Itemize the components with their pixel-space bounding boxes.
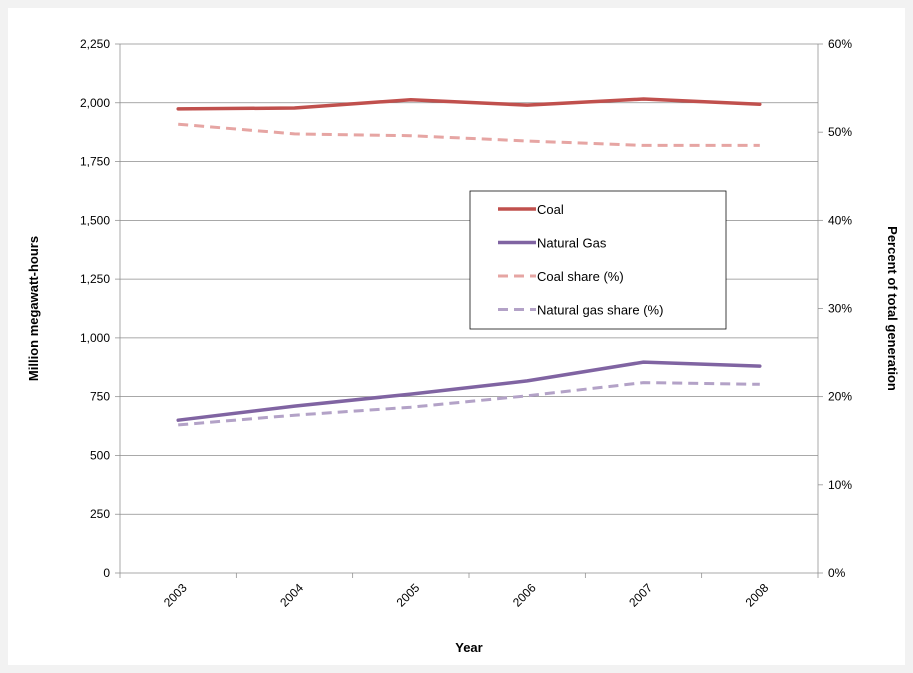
- left-tick-label: 1,500: [80, 213, 110, 227]
- left-tick-label: 0: [103, 566, 110, 580]
- legend-label: Coal share (%): [537, 269, 624, 284]
- right-tick-label: 20%: [828, 390, 852, 404]
- series-line-natural-gas: [176, 360, 762, 422]
- left-tick-label: 2,250: [80, 37, 110, 51]
- left-tick-label: 1,250: [80, 272, 110, 286]
- left-axis-ticks: 0 250 500 750 1,000 1,250 1,500 1,750 2,000 2,250: [80, 37, 120, 580]
- x-tick-label: 2004: [277, 581, 306, 610]
- right-tick-label: 40%: [828, 213, 852, 227]
- right-tick-label: 10%: [828, 478, 852, 492]
- x-tick-label: 2006: [510, 581, 539, 610]
- left-tick-label: 250: [90, 507, 110, 521]
- line-chart: 0 250 500 750 1,000 1,250 1,500 1,750 2,000 2,250…: [26, 37, 900, 655]
- left-tick-label: 1,750: [80, 155, 110, 169]
- right-tick-label: 0%: [828, 566, 846, 580]
- left-axis-title: Million megawatt-hours: [26, 236, 41, 381]
- legend-box: [469, 190, 727, 330]
- series-line-coal-share: [178, 122, 760, 147]
- series-line-coal: [176, 97, 762, 111]
- x-axis-ticks: 2003 2004 2005 2006 2007 2008: [119, 573, 819, 610]
- gridlines: [120, 43, 818, 515]
- x-tick-label: 2005: [394, 581, 423, 610]
- legend-label: Natural gas share (%): [537, 303, 663, 318]
- right-axis-title: Percent of total generation: [885, 226, 900, 391]
- left-tick-label: 750: [90, 390, 110, 404]
- right-tick-label: 50%: [828, 125, 852, 139]
- axis-titles: Year Million megawatt-hours Percent of t…: [26, 226, 900, 655]
- chart-frame: 0 250 500 750 1,000 1,250 1,500 1,750 2,000 2,250…: [8, 8, 905, 665]
- right-tick-label: 60%: [828, 37, 852, 51]
- right-axis-ticks: 0% 10% 20% 30% 40% 50% 60%: [818, 37, 852, 580]
- right-tick-label: 30%: [828, 302, 852, 316]
- x-tick-label: 2003: [161, 581, 190, 610]
- legend-label: Natural Gas: [537, 236, 607, 251]
- series-line-natural-gas-share: [178, 381, 760, 427]
- x-tick-label: 2008: [743, 581, 772, 610]
- left-tick-label: 1,000: [80, 331, 110, 345]
- x-axis-title: Year: [455, 640, 482, 655]
- legend: Coal Natural Gas Coal share (%) Natural gas…: [469, 190, 727, 330]
- left-tick-label: 2,000: [80, 96, 110, 110]
- legend-label: Coal: [537, 202, 564, 217]
- series-lines: [176, 97, 762, 427]
- left-tick-label: 500: [90, 448, 110, 462]
- x-tick-label: 2007: [626, 581, 655, 610]
